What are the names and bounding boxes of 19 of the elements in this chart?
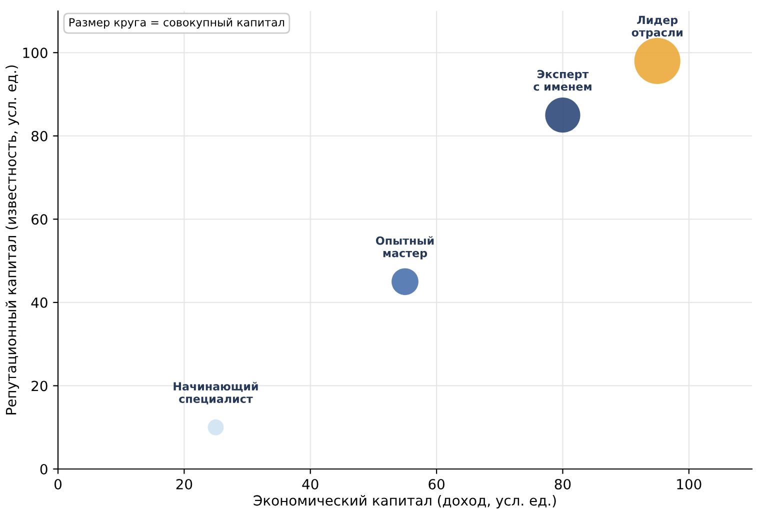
x-tick-label: 100 [677, 478, 702, 490]
annotation: Эксперт с именем [534, 70, 592, 91]
x-axis-title: Экономический капитал (доход, усл. ед.) [254, 494, 556, 508]
x-tick-label: 20 [176, 478, 192, 490]
annotation: Начинающий специалист [174, 382, 258, 404]
y-tick-label: 100 [23, 48, 48, 58]
x-tick-label: 40 [302, 478, 318, 490]
x-tick-label: 60 [428, 478, 444, 490]
annotation: Лидер отрасли [632, 16, 682, 39]
y-tick-label: 80 [32, 130, 48, 142]
y-tick-label: 20 [32, 380, 48, 392]
x-tick-label: 0 [54, 478, 62, 490]
y-tick-label: 40 [31, 297, 48, 308]
y-tick-label: 0 [40, 464, 48, 474]
y-axis-title: Репутационный капитал (известность, усл. ед.) [6, 65, 19, 414]
annotation: Размер круга = совокупный капитал [70, 18, 284, 29]
annotation: Опытный мастер [376, 236, 434, 260]
y-tick-label: 60 [32, 214, 48, 225]
x-tick-label: 80 [554, 478, 571, 490]
